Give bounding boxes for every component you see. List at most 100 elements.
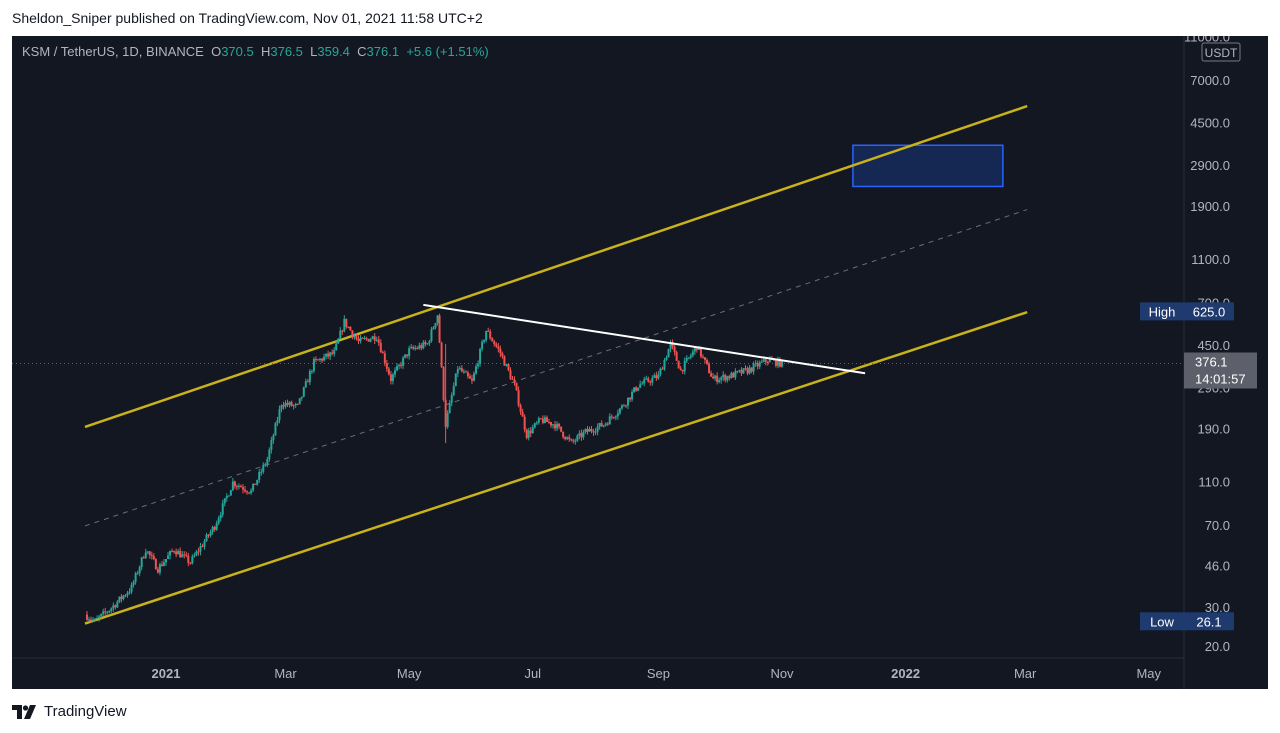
candle-body xyxy=(213,527,216,530)
candle-body xyxy=(286,402,289,405)
candle-body xyxy=(387,368,390,375)
candle-body xyxy=(209,531,212,536)
channel-lower-line xyxy=(84,310,1028,625)
candle-body xyxy=(355,336,358,339)
candle-body xyxy=(505,364,508,366)
candle-body xyxy=(235,486,238,488)
candle-body xyxy=(639,384,642,388)
candle-body xyxy=(602,425,605,427)
candle-body xyxy=(616,413,619,417)
candle-body xyxy=(229,490,232,496)
candle-body xyxy=(398,364,401,367)
candle-body xyxy=(742,368,745,374)
candle-body xyxy=(173,551,176,553)
candle-body xyxy=(657,374,660,379)
candle-body xyxy=(681,369,684,372)
candle-body xyxy=(284,402,287,407)
price-chart[interactable]: 20.030.046.070.0110.0190.0290.0450.0700.… xyxy=(12,36,1268,689)
candle-body xyxy=(256,479,259,485)
candle-body xyxy=(712,376,715,379)
candle-body xyxy=(458,368,461,370)
candle-body xyxy=(539,418,542,420)
candle-body xyxy=(481,341,484,349)
candle-body xyxy=(130,584,133,592)
candle-body xyxy=(776,358,779,366)
candle-body xyxy=(183,554,186,556)
tradingview-logo[interactable]: TradingView xyxy=(12,703,127,720)
y-tick-label: 7000.0 xyxy=(1190,73,1230,88)
candle-body xyxy=(375,339,378,341)
candle-body xyxy=(412,347,415,349)
candle-body xyxy=(205,534,208,542)
top-bar: Sheldon_Sniper published on TradingView.… xyxy=(0,0,1280,36)
candle-body xyxy=(296,403,299,405)
candle-body xyxy=(333,350,336,354)
candle-body xyxy=(142,557,145,559)
candle-body xyxy=(766,362,769,364)
candle-body xyxy=(746,368,749,374)
candle-body xyxy=(341,330,344,332)
candle-body xyxy=(687,357,690,359)
candle-body xyxy=(576,435,579,441)
candle-body xyxy=(618,408,621,414)
candle-body xyxy=(509,370,512,379)
candle-body xyxy=(329,352,332,357)
candle-body xyxy=(728,376,731,379)
candle-body xyxy=(750,367,753,372)
candle-body xyxy=(246,491,249,493)
candle-body xyxy=(298,398,301,405)
countdown-label: 14:01:57 xyxy=(1195,372,1246,387)
candle-body xyxy=(545,417,548,422)
candle-body xyxy=(331,352,334,354)
y-tick-label: 70.0 xyxy=(1205,518,1230,533)
y-tick-label: 11000.0 xyxy=(1184,36,1230,44)
candle-body xyxy=(446,413,449,427)
candle-body xyxy=(136,573,139,575)
y-tick-label: 450.0 xyxy=(1197,338,1230,353)
candle-body xyxy=(250,490,253,494)
candle-body xyxy=(452,386,455,396)
x-tick-label: Nov xyxy=(770,666,794,681)
candle-body xyxy=(237,485,240,487)
open-value: 370.5 xyxy=(221,44,254,59)
x-tick-label: Sep xyxy=(647,666,670,681)
candle-body xyxy=(487,330,490,332)
candle-body xyxy=(189,562,192,564)
candle-body xyxy=(556,423,559,429)
candle-body xyxy=(199,546,202,552)
candle-body xyxy=(491,338,494,342)
candle-body xyxy=(629,397,632,400)
candle-body xyxy=(278,409,281,421)
candle-body xyxy=(566,437,569,440)
candle-body xyxy=(171,551,174,553)
candle-body xyxy=(627,397,629,406)
candle-body xyxy=(432,327,435,330)
candle-body xyxy=(752,363,755,372)
candle-body xyxy=(197,551,200,553)
chart-area[interactable]: 20.030.046.070.0110.0190.0290.0450.0700.… xyxy=(12,36,1268,689)
candle-body xyxy=(272,435,275,441)
candle-body xyxy=(594,431,597,433)
candle-body xyxy=(300,396,303,399)
candle-body xyxy=(586,429,589,432)
candle-body xyxy=(112,605,115,609)
candle-body xyxy=(288,402,291,405)
candle-body xyxy=(379,342,382,353)
candle-body xyxy=(414,348,417,350)
candle-body xyxy=(339,330,342,339)
candle-body xyxy=(610,416,613,418)
x-tick-label: 2021 xyxy=(152,666,181,681)
candle-body xyxy=(221,503,224,515)
unit-label: USDT xyxy=(1205,46,1238,60)
candle-body xyxy=(337,338,340,344)
candle-body xyxy=(290,402,293,406)
candle-body xyxy=(730,372,733,379)
candle-body xyxy=(160,564,163,566)
candle-body xyxy=(165,559,167,563)
candle-body xyxy=(572,440,575,442)
candle-body xyxy=(479,348,482,364)
candle-body xyxy=(554,424,557,429)
candle-body xyxy=(738,370,741,372)
candle-body xyxy=(148,551,151,556)
candle-body xyxy=(754,363,757,365)
